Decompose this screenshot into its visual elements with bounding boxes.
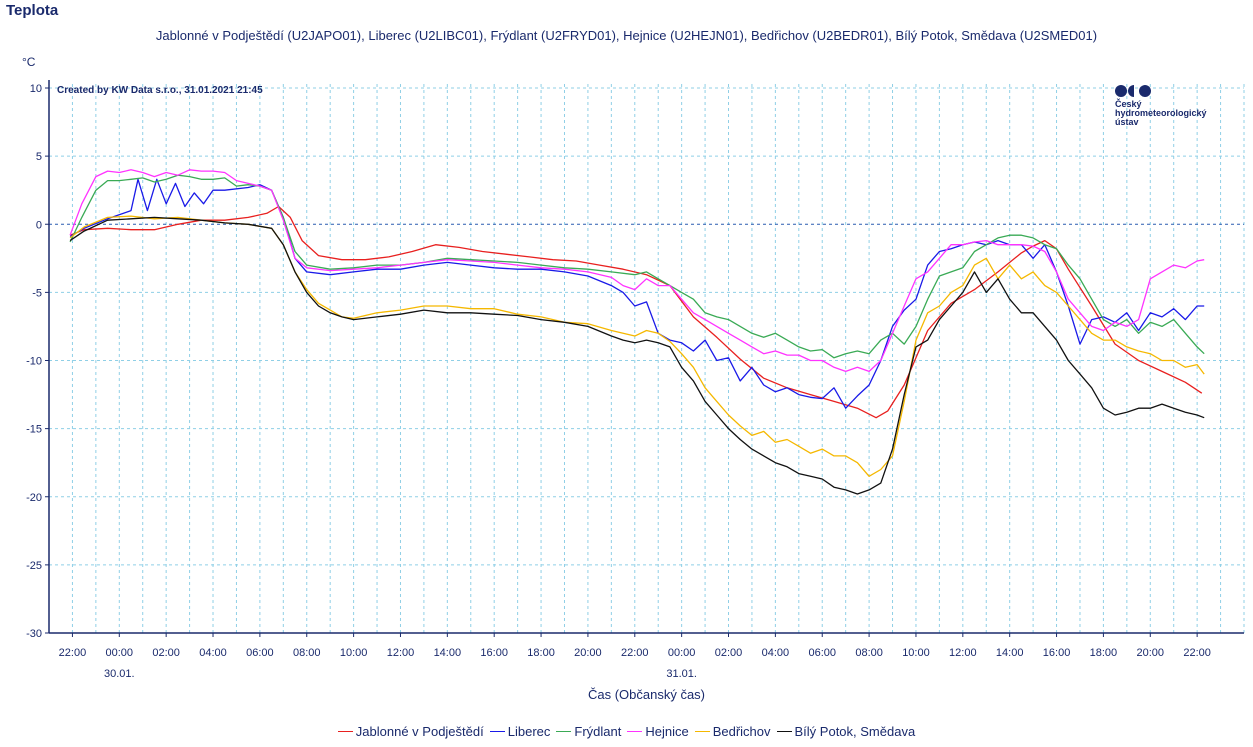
legend-swatch bbox=[776, 731, 792, 733]
legend-swatch bbox=[694, 731, 710, 733]
x-tick-label: 20:00 bbox=[574, 647, 602, 659]
y-tick-label: -30 bbox=[26, 628, 42, 640]
chart-title: Teplota bbox=[6, 2, 59, 19]
x-tick-label: 04:00 bbox=[762, 647, 790, 659]
x-tick-label: 18:00 bbox=[527, 647, 555, 659]
x-tick-label: 00:00 bbox=[668, 647, 696, 659]
x-tick-label: 16:00 bbox=[480, 647, 508, 659]
logo-line-2: hydrometeorologický bbox=[1115, 108, 1207, 118]
legend-swatch bbox=[489, 731, 505, 733]
x-tick-label: 06:00 bbox=[246, 647, 274, 659]
legend-item: Bílý Potok, Smědava bbox=[776, 724, 916, 739]
chart-subtitle: Jablonné v Podještědí (U2JAPO01), Libere… bbox=[155, 28, 1098, 43]
chmi-logo-mark-icon bbox=[1115, 85, 1235, 97]
legend-item: Liberec bbox=[489, 724, 551, 739]
y-tick-label: -25 bbox=[26, 560, 42, 572]
x-tick-label: 20:00 bbox=[1137, 647, 1165, 659]
logo-line-1: Český bbox=[1115, 99, 1142, 109]
y-tick-label: -20 bbox=[26, 492, 42, 504]
series-line-hejnice bbox=[69, 169, 1205, 373]
x-tick-label: 08:00 bbox=[293, 647, 321, 659]
series-line-liberec bbox=[69, 178, 1205, 409]
series-line-b-l-potok-sm-dava bbox=[69, 216, 1205, 495]
grid bbox=[48, 84, 1245, 634]
x-tick-label: 10:00 bbox=[902, 647, 930, 659]
axes: 10 5 0 -5 -10 -15 -20 -25 -30 °C 22:00 00:00 02:00 04… bbox=[22, 55, 1244, 702]
legend-item: Bedřichov bbox=[694, 724, 771, 739]
x-tick-label: 08:00 bbox=[855, 647, 883, 659]
x-tick-label: 06:00 bbox=[808, 647, 836, 659]
legend-item: Frýdlant bbox=[556, 724, 621, 739]
x-tick-label: 00:00 bbox=[106, 647, 134, 659]
y-tick-label: 5 bbox=[36, 151, 42, 163]
legend-label: Liberec bbox=[507, 724, 551, 739]
x-tick-label: 10:00 bbox=[340, 647, 368, 659]
x-tick-label: 14:00 bbox=[434, 647, 462, 659]
y-axis-label: °C bbox=[22, 55, 36, 69]
x-axis-label: Čas (Občanský čas) bbox=[588, 687, 705, 702]
y-tick-label: -10 bbox=[26, 356, 42, 368]
legend-item: Jablonné v Podještědí bbox=[337, 724, 484, 739]
x-tick-label: 16:00 bbox=[1043, 647, 1071, 659]
x-tick-label: 22:00 bbox=[59, 647, 87, 659]
y-tick-label: 10 bbox=[30, 83, 42, 95]
credit-note: Created by KW Data s.r.o., 31.01.2021 21… bbox=[57, 85, 263, 96]
x-tick-label: 22:00 bbox=[1183, 647, 1211, 659]
legend-label: Bedřichov bbox=[712, 724, 771, 739]
series-line-bed-ichov bbox=[69, 215, 1205, 477]
y-tick-label: 0 bbox=[36, 219, 42, 231]
legend-item: Hejnice bbox=[627, 724, 689, 739]
x-tick-label: 22:00 bbox=[621, 647, 649, 659]
legend-label: Bílý Potok, Smědava bbox=[794, 724, 916, 739]
legend-swatch bbox=[556, 731, 572, 733]
x-date-label: 31.01. bbox=[666, 668, 697, 680]
y-tick-label: -15 bbox=[26, 424, 42, 436]
x-tick-label: 14:00 bbox=[996, 647, 1024, 659]
y-tick-label: -5 bbox=[32, 287, 42, 299]
x-tick-label: 02:00 bbox=[152, 647, 180, 659]
legend-label: Frýdlant bbox=[574, 724, 622, 739]
legend-label: Jablonné v Podještědí bbox=[355, 724, 484, 739]
legend-swatch bbox=[337, 731, 353, 733]
x-tick-label: 04:00 bbox=[199, 647, 227, 659]
legend: Jablonné v Podještědí Liberec Frýdlant Hejn… bbox=[0, 724, 1253, 739]
x-tick-label: 02:00 bbox=[715, 647, 743, 659]
logo-line-3: ústav bbox=[1115, 117, 1139, 127]
x-tick-label: 12:00 bbox=[387, 647, 415, 659]
x-date-label: 30.01. bbox=[104, 668, 135, 680]
x-tick-label: 12:00 bbox=[949, 647, 977, 659]
x-tick-label: 18:00 bbox=[1090, 647, 1118, 659]
series-line-fr-dlant bbox=[69, 174, 1205, 359]
legend-label: Hejnice bbox=[645, 724, 689, 739]
series-lines bbox=[69, 169, 1205, 495]
chmi-logo: Český hydrometeorologický ústav bbox=[1115, 85, 1235, 127]
legend-swatch bbox=[627, 731, 643, 733]
